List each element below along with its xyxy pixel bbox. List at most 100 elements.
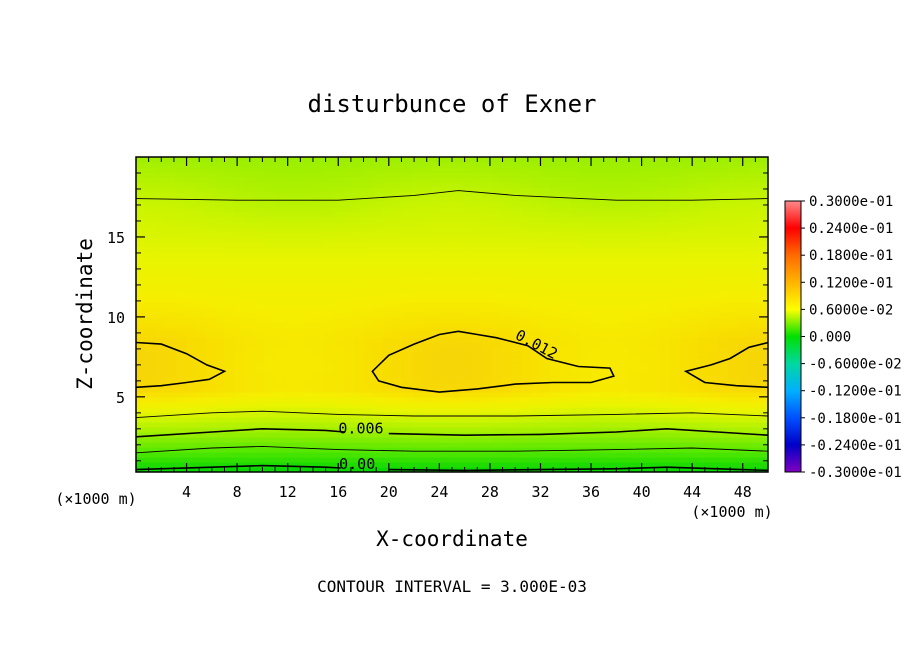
field-cell <box>738 252 749 258</box>
field-cell <box>511 352 522 358</box>
field-cell <box>185 382 196 388</box>
field-cell <box>708 332 720 338</box>
field-cell <box>659 412 670 418</box>
field-cell <box>165 157 177 163</box>
field-cell <box>254 212 265 218</box>
field-cell <box>511 262 522 268</box>
field-cell <box>531 352 542 358</box>
field-cell <box>136 202 147 208</box>
field-cell <box>698 427 710 433</box>
field-cell <box>560 402 572 408</box>
field-cell <box>382 267 394 273</box>
field-cell <box>708 277 720 283</box>
field-cell <box>294 207 305 213</box>
field-cell <box>145 197 157 203</box>
field-cell <box>303 272 315 278</box>
field-cell <box>570 237 581 243</box>
field-cell <box>600 242 611 248</box>
field-cell <box>165 407 177 413</box>
field-cell <box>205 367 216 373</box>
field-cell <box>679 267 690 273</box>
chart-title: disturbunce of Exner <box>308 90 597 118</box>
field-cell <box>610 257 621 263</box>
field-cell <box>708 422 720 428</box>
field-cell <box>679 227 690 233</box>
field-cell <box>333 312 344 318</box>
field-cell <box>560 387 572 393</box>
field-cell <box>402 442 414 448</box>
field-cell <box>679 382 690 388</box>
field-cell <box>491 172 502 178</box>
field-cell <box>323 267 335 273</box>
field-cell <box>629 157 641 163</box>
field-cell <box>215 397 226 403</box>
field-cell <box>353 172 364 178</box>
field-cell <box>728 327 739 333</box>
field-cell <box>432 337 443 343</box>
field-cell <box>185 442 196 448</box>
field-cell <box>461 452 473 458</box>
field-cell <box>422 332 433 338</box>
field-cell <box>175 277 186 283</box>
field-cell <box>234 262 246 268</box>
field-cell <box>234 467 246 472</box>
field-cell <box>452 232 463 238</box>
field-cell <box>649 212 660 218</box>
field-cell <box>442 397 453 403</box>
field-cell <box>155 332 167 338</box>
field-cell <box>669 327 680 333</box>
field-cell <box>649 417 660 423</box>
field-cell <box>136 347 147 353</box>
field-cell <box>195 427 206 433</box>
field-cell <box>136 162 147 168</box>
field-cell <box>294 347 305 353</box>
field-cell <box>659 222 670 228</box>
field-cell <box>758 367 768 373</box>
field-cell <box>511 377 522 383</box>
field-cell <box>402 307 414 313</box>
field-cell <box>610 262 621 268</box>
field-cell <box>274 272 285 278</box>
field-cell <box>619 467 631 472</box>
field-cell <box>521 297 532 303</box>
field-cell <box>333 232 344 238</box>
field-cell <box>303 432 315 438</box>
field-cell <box>728 362 739 368</box>
field-cell <box>698 462 710 468</box>
field-cell <box>461 442 473 448</box>
field-cell <box>619 327 631 333</box>
field-cell <box>679 337 690 343</box>
field-cell <box>619 207 631 213</box>
field-cell <box>540 387 552 393</box>
field-cell <box>136 447 147 453</box>
field-cell <box>363 252 374 258</box>
field-cell <box>136 217 147 223</box>
field-cell <box>264 307 275 313</box>
field-cell <box>442 182 453 188</box>
field-cell <box>136 357 147 363</box>
field-cell <box>392 322 404 328</box>
field-cell <box>412 252 423 258</box>
field-cell <box>600 362 611 368</box>
field-cell <box>452 307 463 313</box>
x-tick-label: 48 <box>734 483 752 501</box>
field-cell <box>402 272 414 278</box>
field-cell <box>461 252 473 258</box>
field-cell <box>392 167 404 173</box>
field-cell <box>491 372 502 378</box>
field-cell <box>718 337 730 343</box>
field-cell <box>728 437 739 443</box>
field-cell <box>639 237 651 243</box>
field-cell <box>175 297 186 303</box>
field-cell <box>422 327 433 333</box>
field-cell <box>195 282 206 288</box>
field-cell <box>619 157 631 163</box>
field-cell <box>758 302 768 308</box>
field-cell <box>165 457 177 463</box>
field-cell <box>165 427 177 433</box>
field-cell <box>215 232 226 238</box>
field-cell <box>195 217 206 223</box>
field-cell <box>639 372 651 378</box>
field-cell <box>461 202 473 208</box>
field-cell <box>689 412 700 418</box>
